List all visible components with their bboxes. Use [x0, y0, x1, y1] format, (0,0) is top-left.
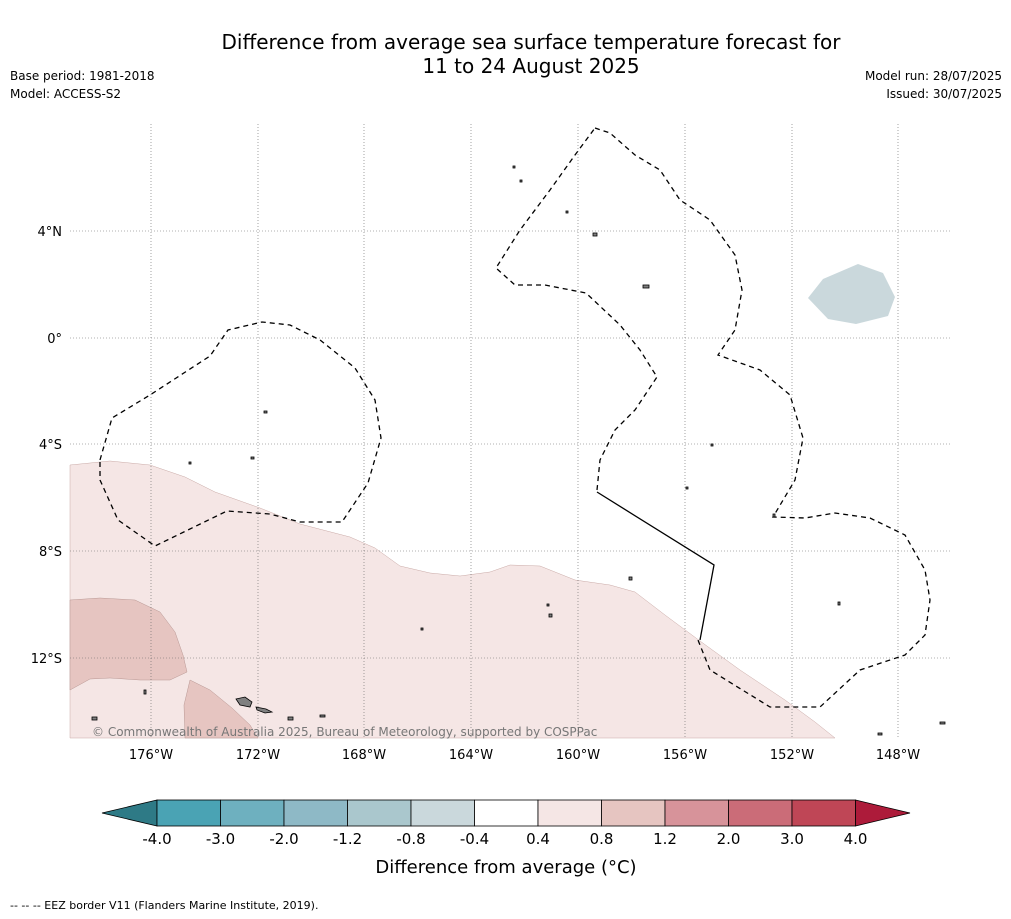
island-atoll-e: [188, 461, 192, 465]
lon-label: 172°W: [236, 748, 280, 763]
island-atoll-b: [592, 232, 598, 237]
island-atoll-g: [91, 716, 98, 721]
colorbar-segment: [156, 799, 221, 827]
island-upolu: [255, 706, 274, 714]
lon-label: 152°W: [770, 748, 814, 763]
colorbar-tick-label: 1.2: [653, 830, 677, 848]
map-title-line1: Difference from average sea surface temp…: [221, 30, 841, 54]
lon-label: 160°W: [556, 748, 600, 763]
issued-date: Issued: 30/07/2025: [886, 87, 1002, 101]
lat-label: 4°N: [38, 225, 63, 240]
island-atoll-l: [628, 576, 633, 581]
model-name: Model: ACCESS-S2: [10, 87, 122, 101]
anomaly-region-0-8-to-1-2: [69, 597, 188, 691]
colorbar-tick-labels: -4.0 -3.0 -2.0 -1.2 -0.8 -0.4 0.4 0.8 1.2 2.0 3.0 4…: [142, 830, 867, 848]
colorbar-segment: [664, 799, 729, 827]
colorbar-tick-label: -3.0: [206, 830, 235, 848]
eez-borders: [99, 127, 931, 708]
island-atoll-t: [565, 210, 569, 214]
lat-label: 8°S: [39, 545, 62, 560]
colorbar-tick-label: -1.2: [333, 830, 362, 848]
eez-border-west: [99, 321, 382, 547]
eez-border-central: [495, 127, 658, 491]
island-atoll-p: [837, 601, 841, 606]
colorbar-segment: [220, 799, 285, 827]
longitude-labels: 176°W 172°W 168°W 164°W 160°W 156°W 152°…: [129, 748, 920, 763]
sst-anomaly-map: © Commonwealth of Australia 2025, Bureau…: [31, 124, 950, 878]
meta-right: Model run: 28/07/2025 Issued: 30/07/2025: [865, 67, 1002, 103]
island-atoll-n: [685, 486, 689, 490]
anomaly-region-neg0-8-to-neg0-4: [808, 264, 895, 324]
colorbar-segment: [474, 799, 539, 827]
base-period: Base period: 1981-2018: [10, 69, 155, 83]
lon-label: 164°W: [449, 748, 493, 763]
graticule: [70, 124, 950, 738]
island-atoll-j: [548, 613, 553, 618]
lat-label: 12°S: [31, 652, 62, 667]
lat-label: 4°S: [39, 438, 62, 453]
colorbar-segment: [728, 799, 793, 827]
map-title-line2: 11 to 24 August 2025: [422, 54, 640, 78]
colorbar: [101, 799, 911, 827]
footer-note: -- -- -- EEZ border V11 (Flanders Marine…: [10, 899, 319, 912]
model-run: Model run: 28/07/2025: [864, 69, 1002, 83]
colorbar-tick-label: -2.0: [269, 830, 298, 848]
meta-left: Base period: 1981-2018 Model: ACCESS-S2: [10, 67, 155, 103]
eez-border-solid-segment: [596, 491, 715, 641]
island-atoll-h: [287, 716, 294, 721]
colorbar-segment: [537, 799, 602, 827]
colorbar-tick-label: 0.8: [590, 830, 614, 848]
colorbar-extend-high: [855, 799, 911, 827]
island-atoll-k: [546, 603, 550, 607]
colorbar-tick-label: 0.4: [526, 830, 550, 848]
island-savaii: [235, 696, 253, 708]
colorbar-segment: [347, 799, 412, 827]
island-atoll-f: [143, 689, 147, 695]
map-title: Difference from average sea surface temp…: [0, 30, 1011, 78]
lat-label: 0°: [47, 332, 62, 347]
colorbar-segment: [410, 799, 475, 827]
colorbar-segment: [791, 799, 856, 827]
colorbar-extend-low: [101, 799, 158, 827]
islands: [91, 165, 946, 736]
island-atoll-v: [939, 721, 946, 725]
colorbar-segment: [283, 799, 348, 827]
island-atoll-s: [519, 179, 523, 183]
colorbar-tick-label: -4.0: [142, 830, 171, 848]
anomaly-region-0-8-to-1-2-south: [183, 679, 259, 739]
island-atoll-q: [420, 627, 424, 631]
copyright-text: © Commonwealth of Australia 2025, Bureau…: [92, 725, 597, 739]
lon-label: 148°W: [876, 748, 920, 763]
lon-label: 176°W: [129, 748, 173, 763]
colorbar-segment: [601, 799, 666, 827]
island-atoll-d: [250, 456, 255, 460]
colorbar-tick-label: 3.0: [780, 830, 804, 848]
island-atoll-o: [772, 513, 776, 518]
anomaly-region-0-4-to-0-8: [69, 460, 836, 739]
colorbar-tick-label: 4.0: [844, 830, 868, 848]
island-atoll-c: [263, 410, 268, 414]
colorbar-tick-label: -0.4: [460, 830, 489, 848]
latitude-labels: 4°N 0° 4°S 8°S 12°S: [31, 225, 62, 667]
island-atoll-m: [710, 443, 714, 447]
island-atoll-i: [319, 714, 326, 718]
island-atoll-r: [512, 165, 516, 169]
colorbar-tick-label: -0.8: [396, 830, 425, 848]
lon-label: 156°W: [663, 748, 707, 763]
island-atoll-u: [877, 732, 883, 736]
lon-label: 168°W: [342, 748, 386, 763]
colorbar-label: Difference from average (°C): [375, 857, 636, 878]
island-atoll-a: [642, 284, 650, 289]
colorbar-tick-label: 2.0: [717, 830, 741, 848]
